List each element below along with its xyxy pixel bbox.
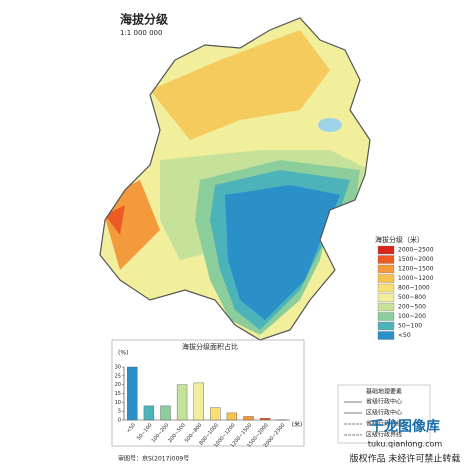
legend-label: 200~500 — [398, 304, 426, 311]
legend-label: 100~200 — [398, 313, 426, 320]
y-tick-label: 25 — [115, 373, 121, 379]
x-axis-label: (米) — [292, 421, 303, 429]
legend-label: <50 — [398, 332, 411, 339]
y-tick-label: 15 — [115, 391, 121, 397]
chart-frame — [111, 339, 305, 447]
legend-swatch — [377, 264, 395, 274]
y-axis-label: (%) — [118, 350, 128, 357]
legend-swatch — [377, 331, 395, 340]
element-label: 区级行政界线 — [366, 431, 402, 439]
approval-number: 审图号：京S(2017)009号 — [118, 455, 189, 463]
watermark-url: tuku.qianlong.com — [368, 440, 443, 449]
map-scale: 1:1 000 000 — [120, 29, 162, 37]
y-tick-label: 20 — [115, 382, 121, 388]
y-tick-label: 10 — [115, 400, 121, 406]
bar — [160, 405, 171, 421]
boundary — [99, 17, 371, 341]
elements-title: 基础地理要素 — [366, 388, 402, 396]
bar — [210, 407, 221, 421]
element-label: 区级行政中心 — [366, 409, 402, 417]
element-label: 省级行政中心 — [366, 398, 402, 406]
bar — [259, 418, 271, 421]
legend: 2000~2500 1500~2000 1200~1500 1000~1200 800~… — [377, 245, 434, 340]
bar — [226, 412, 238, 421]
legend-swatch — [377, 293, 395, 302]
chart-title: 海拔分级面积占比 — [182, 342, 238, 351]
legend-label: 1000~1200 — [398, 275, 434, 282]
element-label: 省级行政界线 — [366, 420, 402, 428]
bar — [143, 405, 155, 421]
legend-swatch — [377, 312, 395, 321]
y-tick-label: 5 — [118, 409, 121, 415]
bar — [176, 384, 188, 421]
x-tick-label: <50 — [126, 422, 137, 434]
bar — [193, 382, 204, 421]
map-title: 海拔分级 — [120, 12, 168, 27]
legend-swatch — [377, 321, 395, 331]
legend-label: 1200~1500 — [398, 266, 434, 273]
elevation-map — [100, 18, 370, 340]
legend-swatch — [377, 274, 395, 283]
legend-label: 1500~2000 — [398, 256, 434, 263]
legend-label: 800~1000 — [398, 285, 430, 292]
legend-label: 2000~2500 — [398, 247, 434, 254]
legend-label: 500~800 — [398, 294, 426, 301]
y-tick-label: 0 — [118, 418, 121, 424]
bar — [243, 416, 254, 421]
elements-frame — [337, 384, 431, 444]
legend-label: 50~100 — [398, 323, 422, 330]
legend-swatch — [377, 255, 395, 264]
watermark-brand: 千龙图像库 — [370, 418, 440, 435]
legend-title: 海拔分级（米） — [375, 235, 424, 244]
legend-swatch — [377, 245, 395, 255]
legend-swatch — [377, 283, 395, 293]
legend-swatch — [377, 302, 395, 312]
bar — [127, 366, 138, 421]
watermark-notice: 版权作品 未经许可禁止转载 — [350, 453, 461, 465]
y-tick-label: 30 — [115, 365, 121, 371]
